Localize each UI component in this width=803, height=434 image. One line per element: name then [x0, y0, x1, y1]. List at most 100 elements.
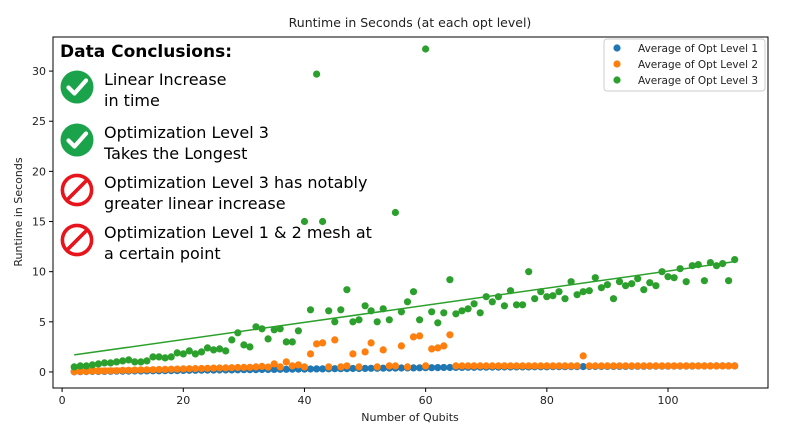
series-3-point-80 — [543, 293, 551, 301]
series-2-point-88 — [591, 362, 599, 370]
series-3-point-70 — [482, 293, 490, 301]
series-2-point-48 — [349, 350, 357, 358]
series-3-point-96 — [640, 286, 648, 294]
legend: Average of Opt Level 1 Average of Opt Lev… — [603, 38, 766, 92]
series-2-point-20 — [179, 365, 187, 373]
series-2-point-21 — [185, 365, 193, 373]
series-3-point-27 — [222, 347, 230, 355]
series-3-point-57 — [403, 298, 412, 306]
series-3-point-94 — [628, 280, 636, 288]
series-3-point-25 — [210, 346, 218, 354]
series-2-point-9 — [113, 367, 121, 375]
series-1-point-37 — [282, 365, 290, 373]
series-3-point-4 — [82, 362, 90, 370]
series-3-point-107 — [706, 259, 715, 267]
prohibited-icon — [60, 173, 94, 207]
series-3-point-75 — [512, 301, 521, 309]
series-1-point-41 — [306, 365, 315, 373]
series-2-point-90 — [603, 362, 612, 370]
legend-label-3: Average of Opt Level 3 — [638, 75, 758, 87]
series-3-point-86 — [579, 288, 587, 296]
x-axis-title: Number of Qubits — [361, 411, 459, 424]
series-2-point-93 — [622, 362, 630, 370]
series-2-point-54 — [385, 362, 393, 370]
series-3-point-110 — [725, 277, 733, 285]
series-2-point-7 — [100, 367, 109, 375]
series-2-point-29 — [234, 363, 242, 372]
legend-marker-2 — [613, 60, 621, 68]
series-3-point-24 — [203, 344, 212, 352]
series-2-point-44 — [325, 363, 333, 371]
series-2-point-101 — [670, 362, 678, 370]
series-2-point-59 — [416, 332, 424, 340]
series-2-point-50 — [361, 348, 369, 356]
check-icon — [60, 123, 94, 157]
panel-heading: Data Conclusions: — [60, 42, 233, 62]
series-2-point-17 — [161, 365, 169, 373]
series-2-point-36 — [276, 363, 284, 371]
series-2-point-8 — [107, 367, 115, 375]
series-3-point-66 — [458, 307, 466, 315]
series-3-point-87 — [585, 287, 593, 295]
series-3-point-91 — [609, 295, 618, 303]
series-2-point-92 — [615, 362, 624, 370]
series-3-point-30 — [240, 341, 248, 349]
series-3-point-48 — [349, 318, 357, 326]
series-3-point-79 — [537, 288, 545, 296]
series-2-point-64 — [446, 331, 454, 339]
series-2-point-108 — [712, 362, 721, 370]
series-3-point-31 — [246, 343, 254, 351]
series-2-point-55 — [391, 362, 399, 370]
series-3-point-39 — [294, 327, 302, 335]
y-tick-label-15: 15 — [32, 216, 46, 229]
series-2-point-68 — [470, 362, 478, 370]
series-2-point-81 — [549, 362, 557, 370]
series-3-point-33 — [258, 325, 266, 333]
series-3-point-84 — [567, 278, 575, 286]
series-3-point-22 — [191, 350, 199, 358]
legend-label-2: Average of Opt Level 2 — [638, 59, 758, 71]
series-3-point-8 — [107, 359, 115, 367]
series-2-point-74 — [506, 362, 515, 370]
series-3-point-60 — [422, 45, 430, 53]
series-2-point-69 — [476, 362, 484, 370]
y-tick-label-20: 20 — [32, 165, 46, 178]
conclusion-item: Optimization Level 3 has notably greater… — [60, 173, 367, 221]
series-3-point-111 — [731, 256, 739, 264]
series-3-point-69 — [476, 309, 484, 317]
series-3-point-9 — [113, 358, 121, 366]
series-3-point-26 — [216, 345, 224, 353]
series-2-point-103 — [682, 362, 690, 370]
series-2-point-102 — [676, 362, 684, 370]
series-3-point-104 — [688, 262, 696, 270]
series-2-point-16 — [155, 365, 163, 374]
series-2-point-42 — [313, 340, 321, 348]
series-2-point-31 — [246, 363, 254, 371]
series-3-point-77 — [525, 268, 533, 276]
series-1-point-51 — [367, 364, 375, 372]
series-2-point-111 — [731, 362, 739, 370]
series-2-point-41 — [306, 350, 315, 358]
series-2-point-14 — [143, 366, 151, 374]
series-3-point-36 — [276, 325, 284, 333]
data-points — [70, 45, 739, 376]
series-2-points — [70, 331, 739, 376]
series-3-point-40 — [300, 217, 309, 226]
series-1-point-64 — [446, 363, 454, 372]
series-3-point-17 — [161, 354, 169, 362]
series-3-point-20 — [179, 350, 187, 358]
series-2-point-12 — [131, 366, 139, 374]
series-3-point-74 — [506, 287, 515, 295]
series-2-point-104 — [688, 362, 696, 370]
series-3-point-101 — [670, 274, 678, 282]
series-2-point-15 — [149, 366, 157, 374]
series-3-point-68 — [470, 300, 478, 308]
series-2-point-70 — [482, 362, 490, 370]
series-3-point-52 — [373, 318, 381, 326]
series-3-point-46 — [337, 306, 345, 314]
conclusion-item: Optimization Level 1 & 2 mesh at a certa… — [60, 223, 372, 271]
x-tick-label-20: 20 — [176, 394, 190, 407]
series-3-point-90 — [603, 281, 612, 289]
series-3-point-92 — [615, 278, 624, 286]
series-2-point-85 — [573, 362, 581, 370]
